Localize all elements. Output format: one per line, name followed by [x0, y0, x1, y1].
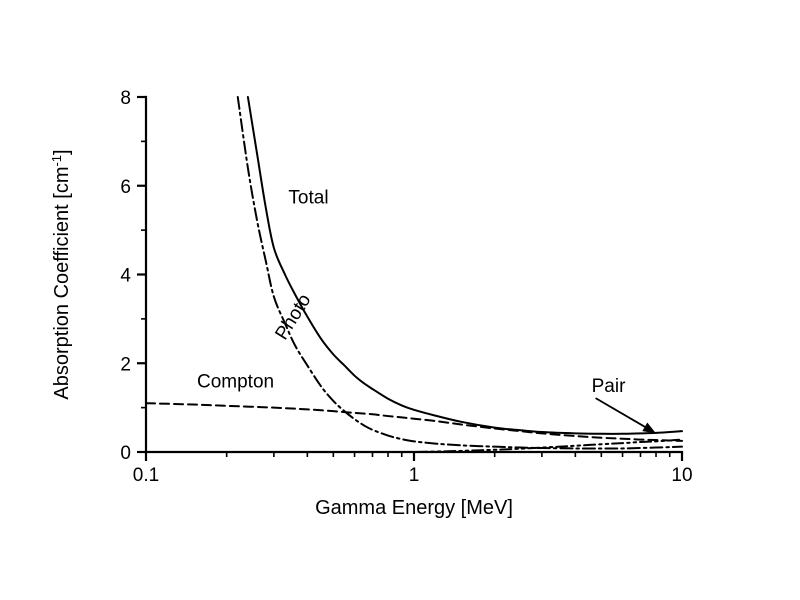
- pair-arrow-line: [595, 397, 646, 428]
- axis-lines: [144, 95, 684, 454]
- y-tick-label: 4: [120, 266, 131, 287]
- x-axis-title: Gamma Energy [MeV]: [315, 497, 513, 519]
- curve-total: [246, 96, 683, 435]
- curve-label-pair: Pair: [592, 376, 626, 397]
- pair-annotation-arrow: [595, 397, 656, 434]
- y-axis-title-superscript: -1: [49, 155, 64, 167]
- curve-pair: [415, 438, 683, 453]
- y-tick-label: 6: [120, 177, 131, 198]
- y-axis-title-tail: ]: [51, 149, 73, 155]
- x-axis-tick-labels: 0.1 1 10: [133, 465, 693, 486]
- x-tick-label: 1: [409, 465, 420, 486]
- y-axis-ticks: [137, 95, 146, 454]
- curve-photo: [236, 96, 683, 450]
- curve-label-total: Total: [288, 188, 328, 209]
- x-tick-label: 0.1: [133, 465, 159, 486]
- curve-annotations: Total Photo Compton Pair: [197, 188, 656, 434]
- y-axis-tick-labels: 0 2 4 6 8: [120, 88, 131, 464]
- x-axis-ticks: [144, 452, 684, 461]
- y-tick-label: 0: [120, 443, 131, 464]
- x-tick-label: 10: [671, 465, 692, 486]
- y-tick-label: 8: [120, 88, 131, 109]
- pair-arrow-head: [642, 422, 656, 434]
- svg-text:Absorption Coefficient [cm-1]: Absorption Coefficient [cm-1]: [49, 149, 73, 399]
- curve-label-photo: Photo: [271, 290, 315, 343]
- y-tick-label: 2: [120, 354, 131, 375]
- curve-compton: [145, 402, 683, 442]
- data-curves: [145, 96, 683, 453]
- y-axis-title-main: Absorption Coefficient [cm: [51, 167, 73, 400]
- curve-label-compton: Compton: [197, 372, 274, 393]
- y-axis-title: Absorption Coefficient [cm-1]: [49, 149, 73, 399]
